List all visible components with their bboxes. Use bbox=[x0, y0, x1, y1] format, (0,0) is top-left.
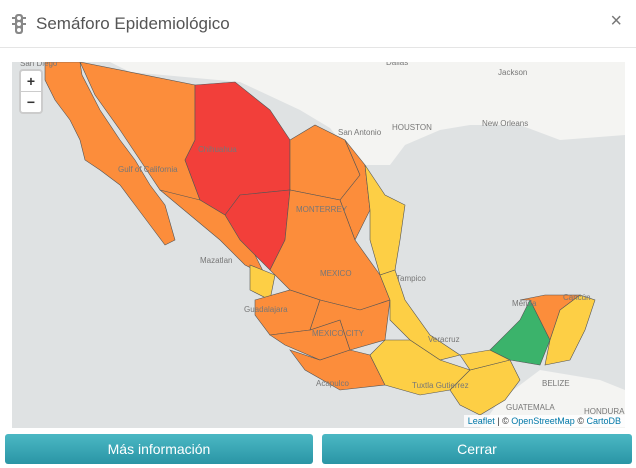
zoom-control: + − bbox=[19, 69, 43, 114]
map-label: Gulf of California bbox=[118, 165, 178, 174]
zoom-out[interactable]: − bbox=[21, 91, 41, 112]
map-label: MEXICO bbox=[320, 269, 352, 278]
map-label: Tampico bbox=[396, 274, 426, 283]
close-button[interactable]: × bbox=[610, 10, 622, 32]
link[interactable]: CartoDB bbox=[586, 416, 621, 426]
state bbox=[544, 294, 596, 366]
traffic-light-icon bbox=[12, 14, 26, 34]
state bbox=[44, 62, 176, 246]
map-label: MONTERREY bbox=[296, 205, 348, 214]
map-label: Jackson bbox=[498, 68, 527, 77]
map-label: MEXICO CITY bbox=[312, 329, 365, 338]
land bbox=[110, 62, 625, 165]
state bbox=[379, 269, 461, 361]
link[interactable]: Leaflet bbox=[467, 416, 495, 426]
map-label: Tuxtla Gutierrez bbox=[412, 381, 469, 390]
link[interactable]: OpenStreetMap bbox=[511, 416, 575, 426]
map-label: New Orleans bbox=[482, 119, 528, 128]
land bbox=[480, 370, 625, 428]
map[interactable]: San Diego Dallas Jackson HOUSTON New Orleans… bbox=[12, 62, 625, 428]
text: | © bbox=[497, 416, 509, 426]
state bbox=[309, 299, 391, 351]
map-label: Mérida bbox=[512, 299, 537, 308]
map-label: San Antonio bbox=[338, 128, 382, 137]
attribution: Leaflet | © OpenStreetMap © CartoDB bbox=[463, 415, 625, 427]
map-canvas: San Diego Dallas Jackson HOUSTON New Orleans… bbox=[12, 62, 625, 428]
map-label: GUATEMALA bbox=[506, 403, 555, 412]
text: © bbox=[577, 416, 584, 426]
map-label: HONDURAS bbox=[584, 407, 625, 416]
map-label: Veracruz bbox=[428, 335, 460, 344]
map-label: Acapulco bbox=[316, 379, 349, 388]
more-info-button[interactable]: Más información bbox=[5, 434, 313, 464]
title: Semáforo Epidemiológico bbox=[36, 14, 230, 33]
map-label: Chihuahua bbox=[198, 145, 237, 154]
header: Semáforo Epidemiológico × bbox=[0, 0, 636, 48]
map-label: Cancún bbox=[563, 293, 591, 302]
map-label: Guadalajara bbox=[244, 305, 288, 314]
state bbox=[159, 189, 266, 276]
map-label: San Diego bbox=[20, 62, 58, 68]
close-button[interactable]: Cerrar bbox=[322, 434, 632, 464]
map-label: BELIZE bbox=[542, 379, 570, 388]
map-label: HOUSTON bbox=[392, 123, 432, 132]
map-label: Mazatlan bbox=[200, 256, 232, 265]
map-label: Dallas bbox=[386, 62, 408, 67]
zoom-in[interactable]: + bbox=[26, 73, 36, 89]
